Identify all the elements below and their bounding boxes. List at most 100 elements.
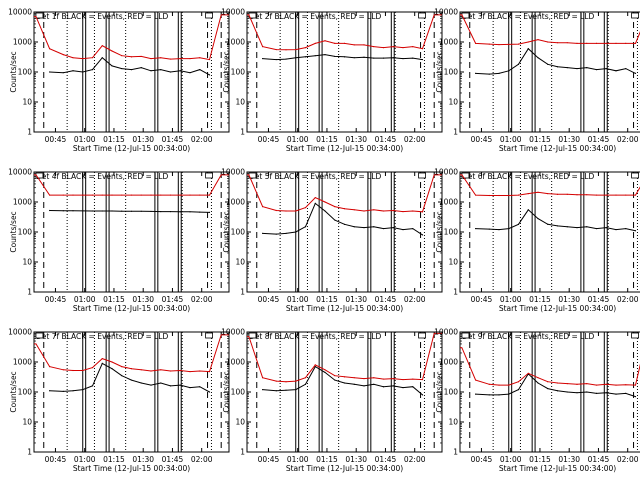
events-data-point bbox=[373, 383, 375, 385]
panel-title: Det 7f BLACK = Events, RED = LLD bbox=[36, 332, 169, 341]
lld-data-point bbox=[49, 366, 51, 368]
y-tick-label: 100 bbox=[231, 68, 246, 77]
events-data-point bbox=[262, 389, 264, 391]
events-data-point bbox=[130, 69, 133, 71]
events-data-point bbox=[475, 72, 477, 74]
events-data-point bbox=[304, 226, 307, 228]
lld-data-point bbox=[140, 55, 142, 58]
events-data-point bbox=[314, 366, 316, 368]
lld-data-point bbox=[605, 42, 607, 44]
events-data-point bbox=[605, 67, 607, 70]
lld-data-point bbox=[160, 57, 162, 59]
y-tick-label: 1 bbox=[27, 128, 32, 137]
lld-data-point bbox=[208, 58, 211, 61]
y-axis-label: Counts/sec bbox=[222, 211, 231, 252]
x-tick-label: 01:15 bbox=[316, 295, 338, 304]
events-data-point bbox=[508, 227, 510, 230]
detector-panel-3: Det 3f BLACK = Events, RED = LLD 1 10 100 10… bbox=[434, 8, 640, 153]
events-data-point bbox=[615, 70, 617, 72]
lld-data-point bbox=[314, 364, 316, 366]
lld-data-point bbox=[101, 45, 103, 47]
events-series-line bbox=[49, 362, 210, 393]
lld-data-point bbox=[421, 211, 424, 213]
x-tick-label: 00:45 bbox=[258, 295, 280, 304]
events-data-point bbox=[49, 71, 51, 73]
lld-data-point bbox=[208, 370, 211, 373]
lld-data-point bbox=[517, 381, 520, 383]
lld-data-point bbox=[527, 41, 529, 43]
events-data-point bbox=[421, 58, 424, 61]
y-tick-label: 100 bbox=[444, 228, 459, 237]
events-data-point bbox=[179, 70, 181, 72]
lld-data-point bbox=[353, 209, 355, 211]
lld-data-point bbox=[169, 370, 172, 372]
attenuator-box bbox=[461, 332, 470, 339]
lld-data-point bbox=[508, 194, 510, 197]
lld-data-point bbox=[62, 369, 64, 371]
x-tick-label: 01:45 bbox=[162, 295, 184, 304]
events-data-point bbox=[121, 67, 123, 70]
x-tick-label: 00:45 bbox=[258, 135, 280, 144]
lld-data-point bbox=[101, 194, 103, 196]
events-data-point bbox=[615, 393, 617, 395]
x-tick-label: 01:15 bbox=[316, 135, 338, 144]
attenuator-box bbox=[418, 172, 427, 179]
events-data-point bbox=[179, 211, 181, 213]
lld-data-point bbox=[508, 43, 510, 46]
lld-data-point bbox=[475, 194, 477, 196]
x-tick-label: 02:00 bbox=[404, 135, 426, 144]
lld-data-point bbox=[169, 58, 172, 60]
y-tick-label: 1 bbox=[27, 288, 32, 297]
detector-panel-8: Det 8f BLACK = Events, RED = LLD 1 10 100 10… bbox=[221, 328, 443, 473]
events-data-point bbox=[275, 58, 277, 61]
lld-data-point bbox=[363, 210, 365, 212]
lld-data-point bbox=[373, 377, 375, 379]
panel-title: Det 2f BLACK = Events, RED = LLD bbox=[249, 12, 382, 21]
lld-data-point bbox=[91, 194, 94, 196]
events-data-point bbox=[72, 390, 74, 392]
events-data-point bbox=[295, 231, 297, 233]
y-axis-label: Counts/sec bbox=[435, 51, 444, 92]
events-data-point bbox=[140, 210, 142, 212]
x-tick-label: 01:45 bbox=[162, 135, 184, 144]
lld-data-point bbox=[556, 382, 559, 384]
lld-data-point bbox=[412, 46, 414, 48]
events-data-point bbox=[537, 217, 539, 220]
events-data-point bbox=[517, 389, 520, 391]
lld-data-point bbox=[392, 377, 394, 380]
events-data-point bbox=[82, 210, 84, 212]
lld-data-point bbox=[595, 42, 598, 44]
x-axis-label: Start Time (12-Jul-15 00:34:00) bbox=[499, 464, 616, 473]
y-axis-label: Counts/sec bbox=[435, 211, 444, 252]
lld-data-point bbox=[353, 44, 355, 46]
lld-data-point bbox=[566, 42, 568, 44]
y-tick-label: 1000 bbox=[439, 198, 458, 207]
y-tick-label: 10 bbox=[448, 98, 458, 107]
events-data-point bbox=[324, 210, 326, 212]
y-tick-label: 1 bbox=[453, 448, 458, 457]
lld-data-point bbox=[343, 376, 346, 378]
lld-data-point bbox=[382, 210, 385, 212]
x-tick-label: 00:45 bbox=[45, 455, 67, 464]
events-data-point bbox=[199, 211, 201, 213]
plot-frame bbox=[33, 331, 230, 453]
events-data-point bbox=[169, 71, 172, 73]
events-data-point bbox=[566, 391, 568, 393]
events-data-point bbox=[169, 385, 172, 387]
lld-data-point bbox=[498, 194, 500, 197]
events-data-point bbox=[382, 57, 385, 59]
lld-data-point bbox=[179, 57, 181, 60]
events-data-point bbox=[508, 70, 510, 72]
x-tick-label: 01:30 bbox=[132, 455, 154, 464]
events-data-point bbox=[363, 56, 365, 58]
events-data-point bbox=[488, 228, 490, 230]
lld-data-point bbox=[91, 57, 94, 59]
lld-data-point bbox=[363, 44, 365, 46]
y-tick-label: 10000 bbox=[434, 168, 458, 177]
events-data-point bbox=[304, 56, 307, 58]
lld-data-point bbox=[517, 43, 520, 45]
y-tick-label: 1 bbox=[453, 128, 458, 137]
events-data-point bbox=[49, 209, 51, 212]
lld-data-point bbox=[634, 194, 637, 196]
